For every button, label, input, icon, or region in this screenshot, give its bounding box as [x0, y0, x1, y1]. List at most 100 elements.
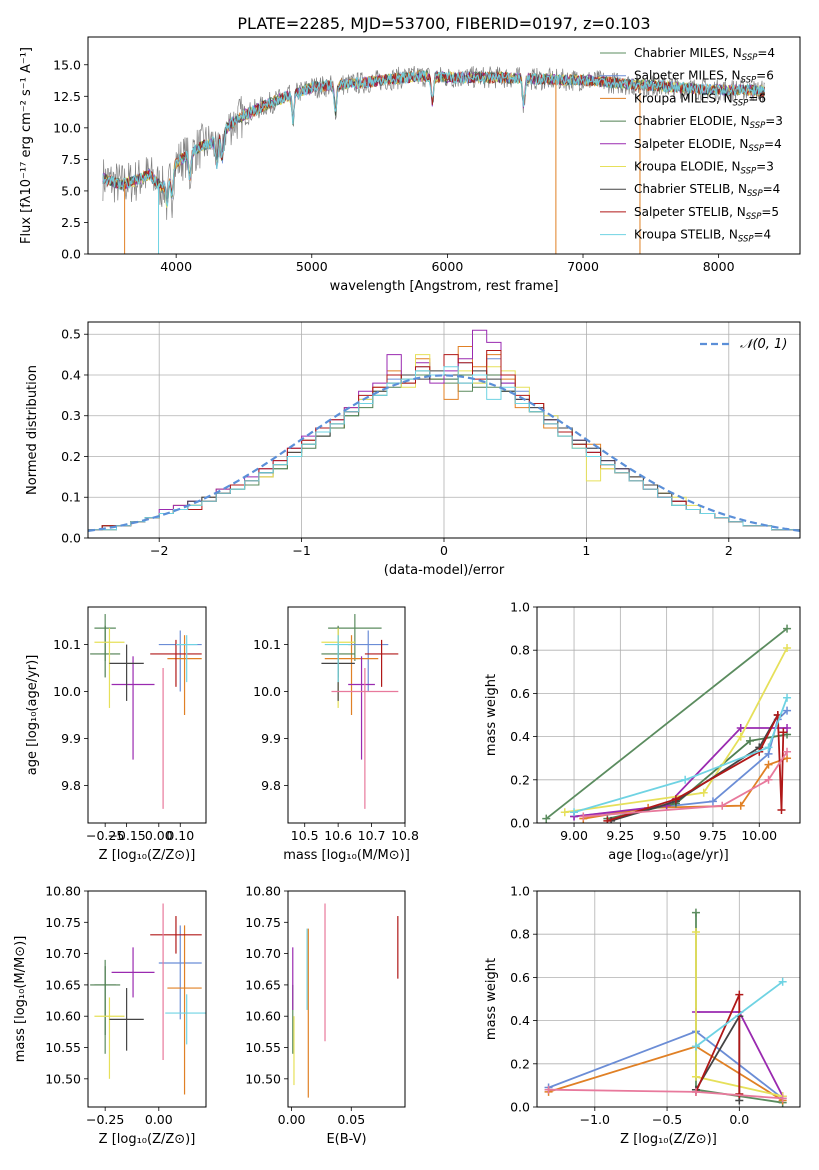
x-axis-label: Z [log₁₀(Z/Z⊙)]	[620, 1132, 717, 1147]
x-tick-label: 0.00	[145, 1112, 173, 1127]
x-tick-label: −0.25	[86, 828, 124, 843]
y-tick-label: 10.60	[45, 1009, 81, 1024]
y-axis-label: mass weight	[484, 674, 499, 756]
mass-weight-marker	[783, 644, 792, 653]
legend-entry: Salpeter ELODIE, NSSP=4	[634, 137, 782, 154]
age_vs_mass-axes: 10.5 10.6 10.7 10.8 9.8 9.9 10.0 10.1 mass [log₁…	[253, 637, 419, 863]
y-tick-label: 10.80	[245, 884, 281, 899]
mass_weight_vs_age-data	[542, 624, 792, 823]
y-axis-label: mass [log₁₀(M/M⊙)]	[13, 936, 28, 1063]
y-tick-label: 0.4	[510, 729, 530, 744]
y-tick-label: 10.75	[245, 915, 281, 930]
residuals-axes: −2 −1 0 1 2 0.0 0.1 0.2 0.3 0.4 0.5 (data-model)/er…	[25, 322, 800, 578]
legend-entry: Chabrier ELODIE, NSSP=3	[634, 114, 783, 131]
mass-weight-marker	[691, 1042, 700, 1051]
x-tick-label: −0.25	[86, 1112, 124, 1127]
y-tick-label: 1.0	[510, 884, 530, 899]
age_vs_mass-frame	[287, 606, 406, 824]
x-tick-label: 10.8	[391, 828, 419, 843]
mass-weight-marker	[783, 624, 792, 633]
y-tick-label: 2.5	[61, 215, 81, 230]
x-axis-label: age [log₁₀(age/yr)]	[608, 848, 729, 863]
mass-weight-line	[573, 727, 787, 818]
mass-weight-marker	[736, 723, 745, 732]
x-tick-label: −1.0	[580, 1112, 610, 1127]
x-tick-label: 1	[582, 543, 590, 558]
mass-weight-marker	[691, 908, 700, 917]
mass-weight-marker	[783, 706, 792, 715]
legend-entry: Salpeter STELIB, NSSP=5	[634, 205, 779, 222]
spectrum-axes: 4000 5000 6000 7000 8000 0.0 2.5 5.0 7.5 10.0 12.5…	[19, 47, 735, 294]
mass-weight-marker	[681, 775, 690, 784]
legend-entry: Salpeter MILES, NSSP=6	[634, 69, 774, 86]
age_vs_Z-data	[90, 614, 202, 809]
y-tick-label: 10.50	[45, 1071, 81, 1086]
x-axis-label: Z [log₁₀(Z/Z⊙)]	[99, 848, 196, 863]
spectrum-frame	[87, 36, 801, 255]
y-tick-label: 0.0	[510, 816, 530, 831]
x-tick-label: 7000	[567, 259, 599, 274]
x-tick-label: 10.5	[291, 828, 319, 843]
y-axis-label: age [log₁₀(age/yr)]	[25, 655, 40, 776]
mass-weight-marker	[570, 808, 579, 817]
y-tick-label: 0.2	[510, 1056, 530, 1071]
histogram-step-line	[88, 366, 800, 531]
y-tick-label: 0.0	[61, 247, 81, 262]
y-tick-label: 0.2	[510, 772, 530, 787]
mass-weight-line	[583, 757, 788, 820]
x-tick-label: 9.50	[653, 828, 681, 843]
x-tick-label: 0.10	[166, 828, 194, 843]
mass-weight-marker	[778, 977, 787, 986]
mass-weight-marker	[783, 723, 792, 732]
x-tick-label: 0	[440, 543, 448, 558]
y-tick-label: 10.0	[253, 684, 281, 699]
age_vs_Z-axes: −0.25−0.15 0.000.10 9.8 9.9 10.0 10.1 Z [log₁₀…	[25, 637, 195, 863]
mass-weight-line	[573, 697, 788, 814]
mass-weight-line	[545, 627, 788, 820]
mass-weight-marker	[736, 801, 745, 810]
y-tick-label: 10.1	[53, 637, 81, 652]
mass-weight-marker	[736, 732, 745, 741]
mass_vs_ebv-axes: 0.00 0.05 10.50 10.55 10.60 10.65 10.70 10.75 10…	[245, 884, 366, 1148]
x-tick-label: −1	[292, 543, 310, 558]
x-tick-label: 0.05	[337, 1112, 365, 1127]
y-tick-label: 12.5	[53, 89, 81, 104]
mass-weight-line	[695, 1013, 741, 1101]
y-tick-label: 1.0	[510, 600, 530, 615]
mass-weight-marker	[542, 814, 551, 823]
x-tick-label: 0.00	[145, 828, 173, 843]
y-tick-label: 10.50	[245, 1071, 281, 1086]
mass-weight-marker	[735, 990, 744, 999]
mass-weight-marker	[544, 1085, 553, 1094]
x-axis-label: E(B-V)	[326, 1132, 366, 1147]
y-tick-label: 0.4	[61, 367, 81, 382]
y-tick-label: 5.0	[61, 183, 81, 198]
y-tick-label: 0.1	[61, 490, 81, 505]
x-tick-label: 8000	[703, 259, 735, 274]
x-tick-label: 10.6	[324, 828, 352, 843]
mass-weight-line	[607, 711, 785, 822]
age_vs_mass-data	[321, 614, 399, 809]
legend-entry: Chabrier MILES, NSSP=4	[634, 46, 775, 63]
mass-weight-marker	[764, 775, 773, 784]
y-tick-label: 10.75	[45, 915, 81, 930]
panels: 4000 5000 6000 7000 80000.02.55.07.510.012.5…	[13, 36, 801, 1148]
legend-entry: Chabrier STELIB, NSSP=4	[634, 182, 780, 199]
residuals-data	[88, 329, 800, 532]
mass-weight-marker	[764, 743, 773, 752]
mass_vs_Z-data	[90, 903, 206, 1095]
y-tick-label: 9.9	[61, 731, 81, 746]
mass-weight-marker	[691, 928, 700, 937]
x-tick-label: −2	[150, 543, 168, 558]
mass-weight-marker	[718, 801, 727, 810]
mass_weight_vs_Z-data	[544, 908, 787, 1107]
y-tick-label: 0.5	[61, 327, 81, 342]
y-tick-label: 0.3	[61, 408, 81, 423]
x-axis-label: wavelength [Angstrom, rest frame]	[330, 279, 559, 294]
mass-weight-marker	[778, 1094, 787, 1103]
y-tick-label: 15.0	[53, 57, 81, 72]
y-tick-label: 9.8	[261, 778, 281, 793]
residuals-frame	[87, 321, 801, 539]
y-tick-label: 0.0	[61, 531, 81, 546]
y-tick-label: 0.0	[510, 1100, 530, 1115]
